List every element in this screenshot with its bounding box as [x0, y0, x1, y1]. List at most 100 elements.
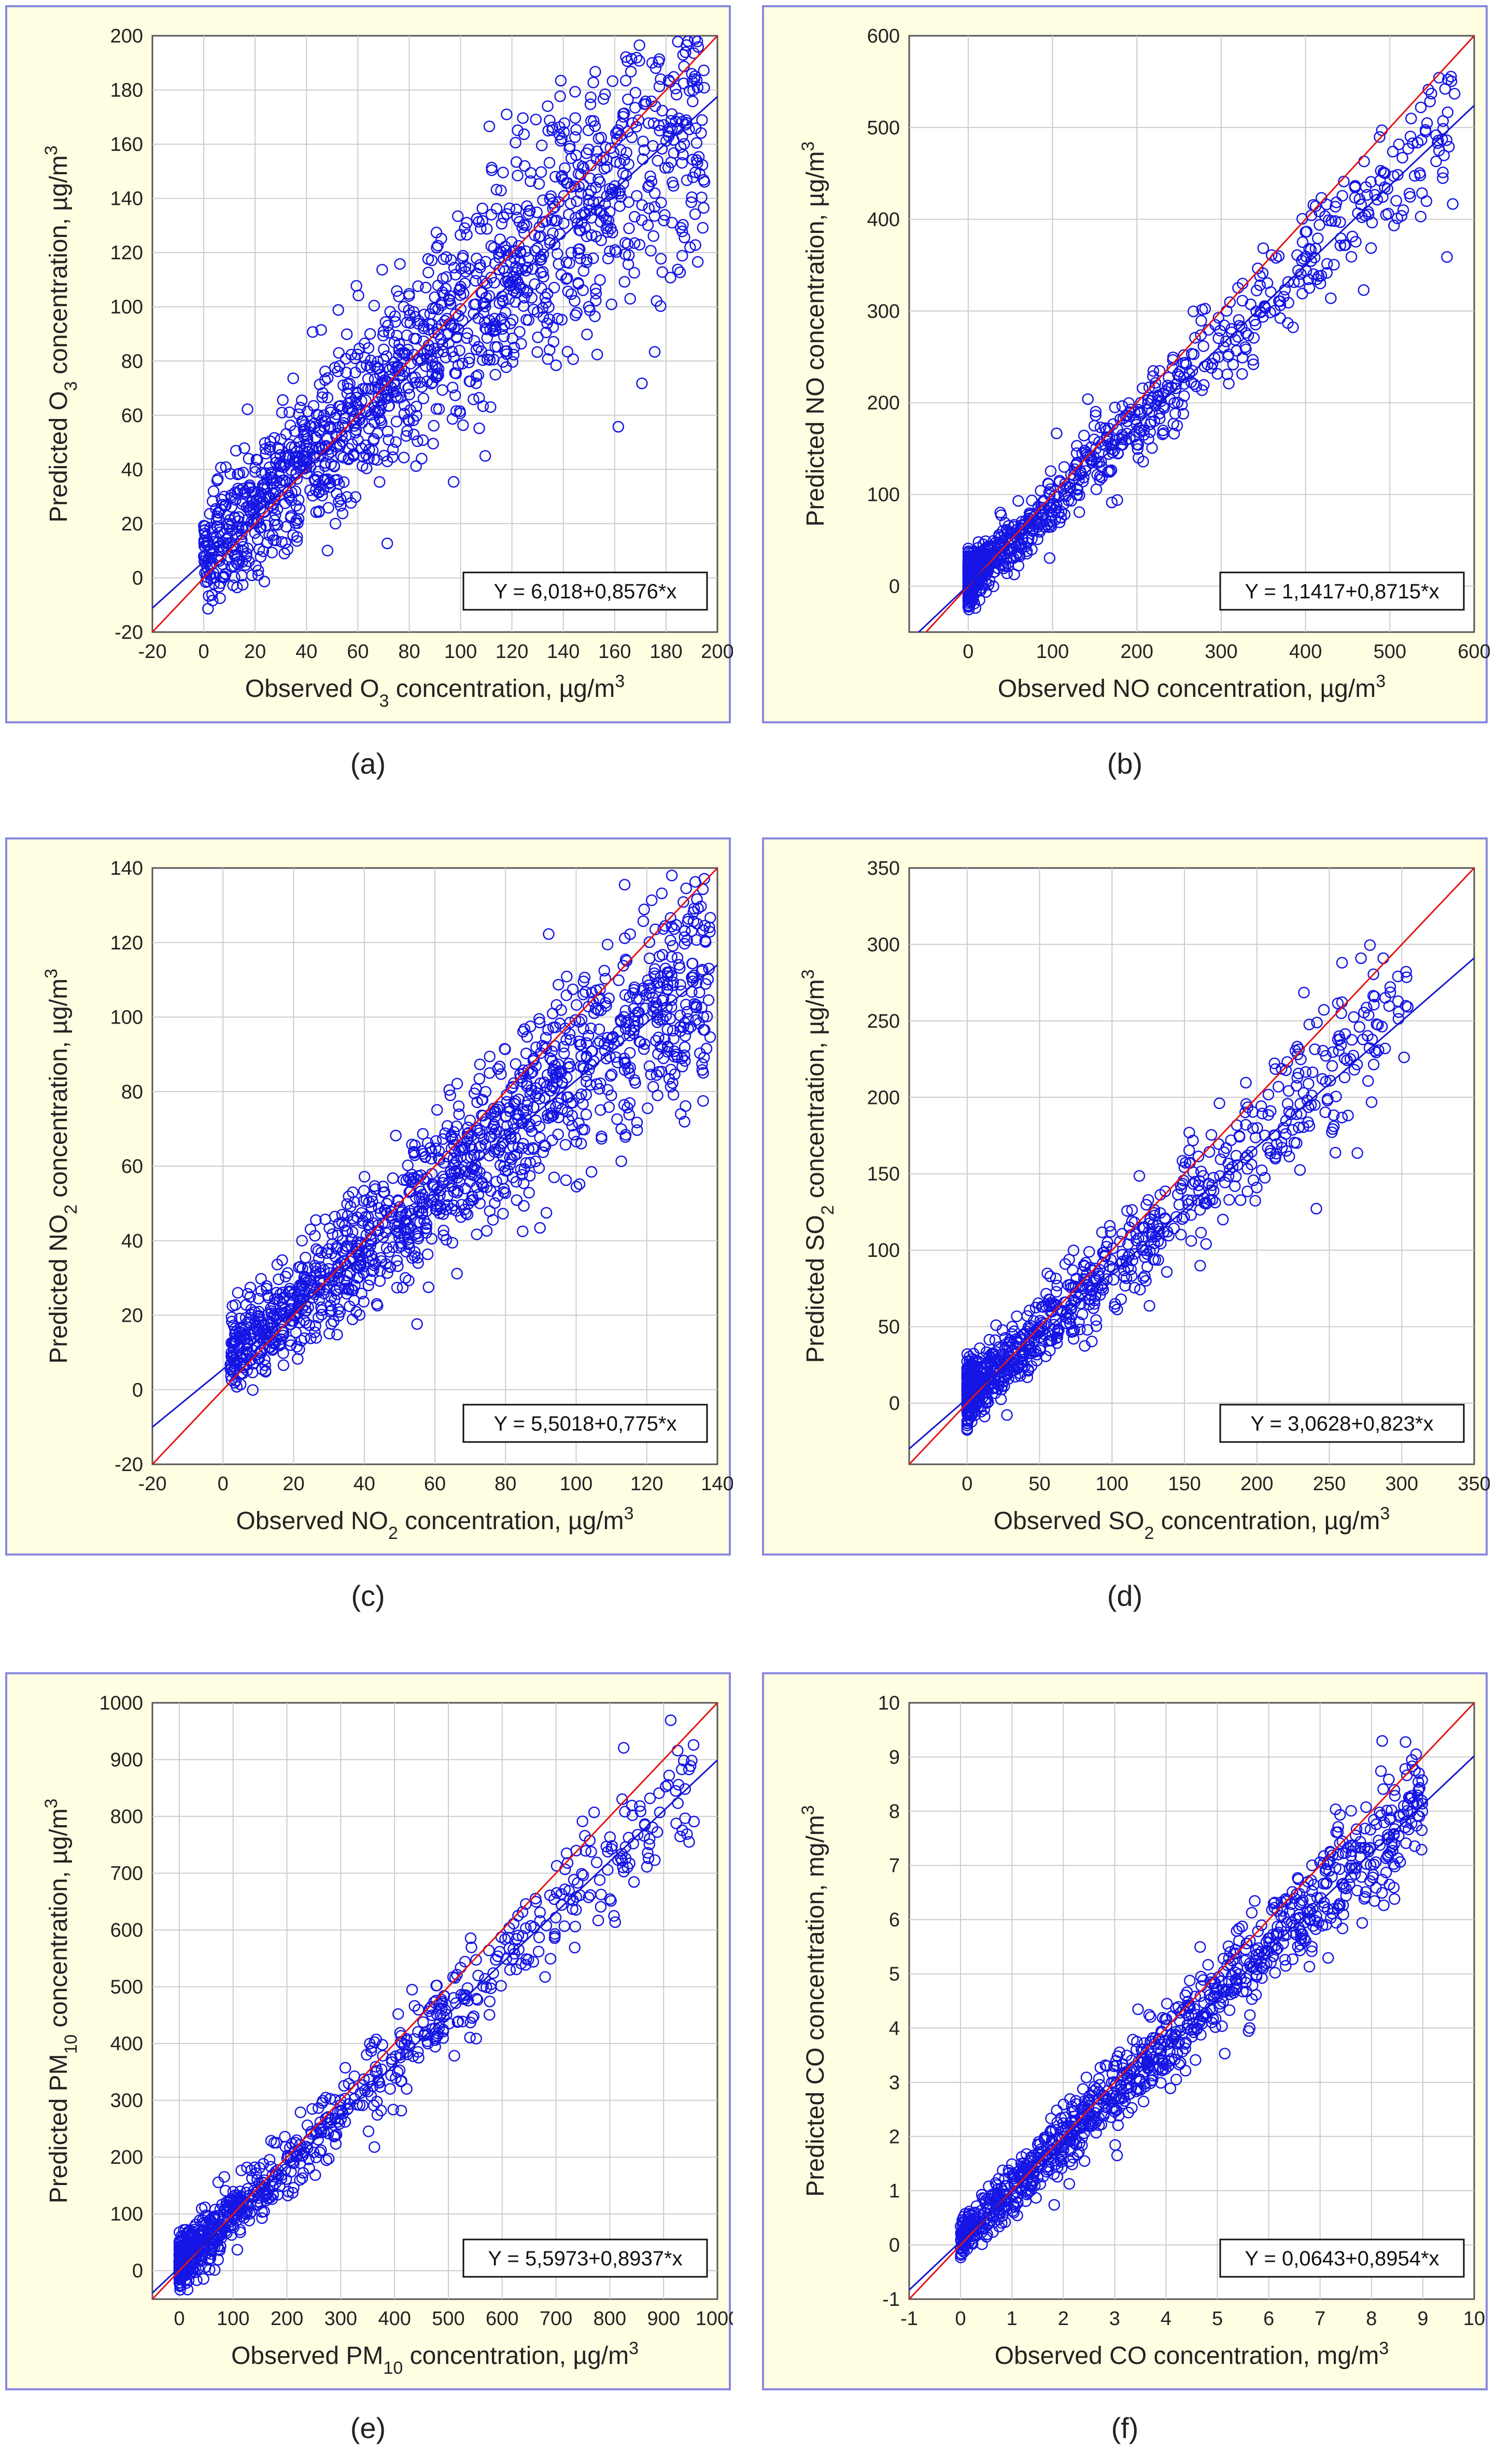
scatter-point	[573, 243, 585, 256]
scatter-point	[656, 266, 669, 278]
scatter-point	[666, 870, 678, 881]
scatter-point	[1102, 466, 1114, 478]
scatter-point	[605, 1089, 617, 1101]
scatter-point	[1023, 512, 1035, 524]
y-tick-label: 20	[121, 513, 143, 535]
scatter-point	[618, 1011, 630, 1023]
scatter-point	[687, 84, 699, 96]
scatter-point	[273, 1273, 285, 1285]
scatter-point	[1187, 1178, 1199, 1190]
scatter-point	[534, 230, 546, 242]
scatter-point	[1334, 240, 1347, 251]
scatter-point	[1194, 1203, 1206, 1216]
scatter-point	[1067, 1333, 1080, 1345]
scatter-point	[331, 1328, 343, 1341]
scatter-point	[643, 936, 656, 948]
scatter-point	[1351, 1147, 1363, 1159]
scatter-point	[686, 191, 698, 203]
scatter-point	[1325, 292, 1337, 304]
scatter-point	[577, 1098, 589, 1110]
scatter-point	[407, 348, 420, 361]
scatter-point	[252, 569, 264, 581]
scatter-point	[1401, 971, 1413, 984]
scatter-point	[501, 1096, 513, 1108]
scatter-point	[1392, 995, 1404, 1007]
scatter-point	[1052, 506, 1065, 519]
scatter-point	[224, 514, 236, 526]
scatter-point	[1404, 130, 1417, 143]
scatter-point	[585, 185, 597, 197]
scatter-point	[647, 230, 659, 242]
scatter-point	[276, 407, 288, 418]
scatter-point	[575, 1039, 587, 1051]
scatter-point	[1021, 1325, 1033, 1337]
scatter-point	[1302, 273, 1315, 286]
y-tick-label: 400	[867, 209, 900, 231]
scatter-point	[1176, 399, 1188, 411]
scatter-point	[1353, 1021, 1365, 1033]
scatter-point	[541, 317, 553, 329]
scatter-point	[558, 217, 570, 229]
scatter-point	[1044, 465, 1057, 477]
scatter-point	[544, 193, 556, 205]
scatter-point	[501, 1119, 513, 1132]
scatter-point	[317, 387, 329, 399]
scatter-point	[546, 214, 558, 226]
scatter-point	[236, 570, 248, 582]
scatter-point	[351, 1262, 363, 1274]
scatter-point	[543, 157, 556, 169]
scatter-point	[1147, 1219, 1159, 1230]
scatter-point	[305, 1332, 317, 1345]
scatter-point	[1319, 1106, 1331, 1118]
scatter-point	[1032, 533, 1043, 545]
scatter-point	[439, 1127, 451, 1139]
scatter-point	[270, 456, 282, 469]
scatter-point	[683, 1836, 695, 1848]
scatter-point	[1235, 1194, 1247, 1206]
y-tick-label: 350	[867, 858, 900, 879]
scatter-point	[384, 363, 396, 375]
scatter-point	[273, 443, 285, 455]
scatter-point	[983, 1350, 995, 1362]
scatter-point	[567, 353, 579, 365]
scatter-point	[546, 124, 558, 136]
scatter-point	[1330, 201, 1341, 213]
scatter-point	[452, 1185, 464, 1197]
scatter-point	[568, 1128, 580, 1141]
scatter-point	[1116, 400, 1128, 412]
scatter-point	[569, 86, 581, 98]
caption-a: (a)	[350, 747, 386, 780]
scatter-point	[1227, 358, 1239, 371]
scatter-point	[278, 1292, 290, 1304]
scatter-point	[585, 159, 597, 172]
scatter-point	[264, 444, 276, 456]
scatter-point	[1095, 438, 1108, 451]
scatter-point	[1141, 1261, 1153, 1273]
scatter-point	[470, 2033, 482, 2045]
scatter-point	[529, 278, 541, 290]
scatter-point	[324, 1306, 336, 1318]
scatter-point	[485, 401, 497, 413]
scatter-point	[383, 400, 396, 412]
scatter-point	[668, 1045, 680, 1057]
scatter-point	[675, 985, 688, 997]
scatter-point	[1117, 1249, 1128, 1261]
scatter-point	[398, 1223, 410, 1235]
scatter-point	[629, 211, 641, 223]
scatter-point	[1430, 129, 1442, 142]
scatter-point	[1170, 1211, 1182, 1223]
scatter-point	[524, 1157, 536, 1169]
scatter-point	[659, 1033, 671, 1046]
scatter-point	[463, 353, 475, 365]
scatter-point	[565, 152, 577, 164]
scatter-point	[278, 474, 290, 486]
scatter-point	[472, 1188, 485, 1201]
scatter-point	[1059, 1258, 1071, 1270]
y-tick-label: 50	[878, 1317, 900, 1338]
scatter-point	[343, 1191, 355, 1202]
scatter-point	[594, 1035, 606, 1047]
scatter-point	[602, 1084, 614, 1096]
x-tick-label: 180	[649, 641, 682, 663]
scatter-point	[371, 1299, 384, 1312]
scatter-point	[431, 1104, 443, 1116]
